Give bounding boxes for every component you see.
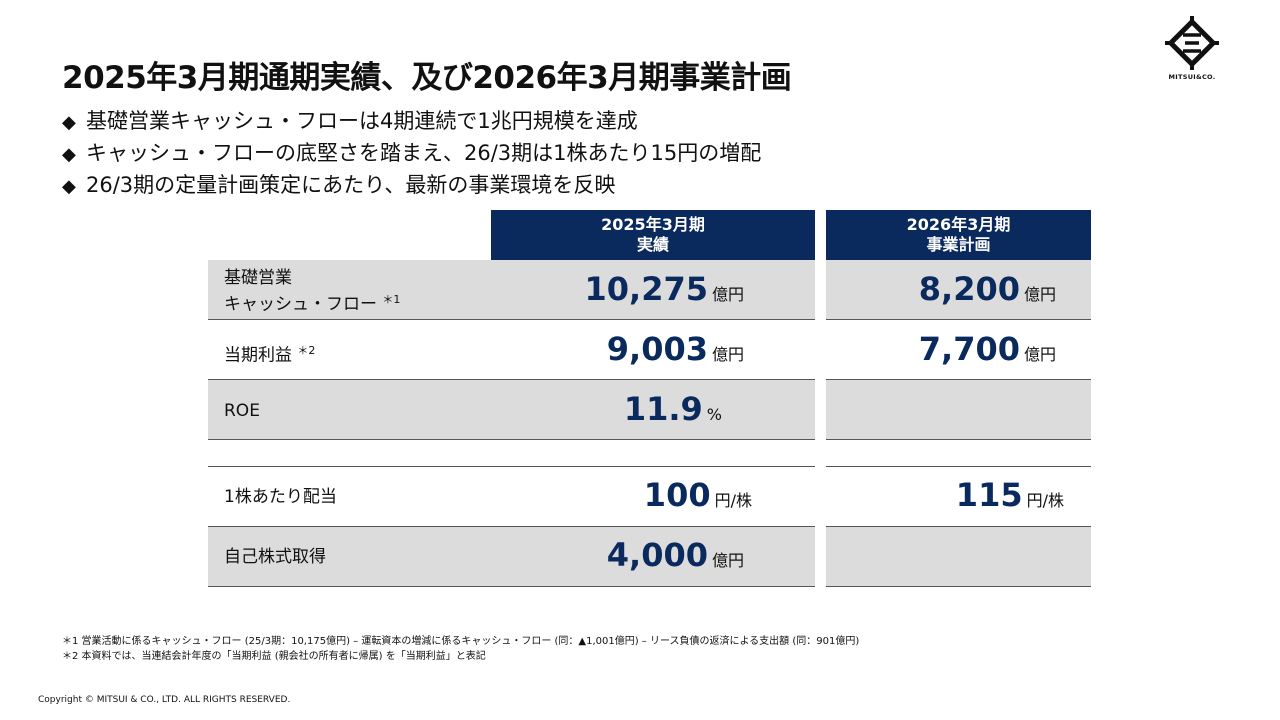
row-label-roe: ROE bbox=[224, 401, 260, 421]
row-label-line: 基礎営業 bbox=[224, 268, 292, 288]
column-header-fy2025-actual: 2025年3月期 実績 bbox=[491, 210, 815, 260]
footnotes: ＊1 営業活動に係るキャッシュ・フロー (25/3期：10,175億円) – 運… bbox=[62, 634, 859, 664]
value-unit: 円/株 bbox=[714, 491, 752, 510]
table-row-roe-plan bbox=[826, 380, 1091, 440]
value-number: 100 bbox=[643, 476, 711, 514]
value-unit: 億円 bbox=[1023, 345, 1056, 364]
value-number: 4,000 bbox=[606, 536, 708, 574]
value-number: 8,200 bbox=[918, 270, 1020, 308]
diamond-bullet-icon: ◆ bbox=[62, 144, 76, 165]
table-row-roe bbox=[208, 380, 815, 440]
value-number: 10,275 bbox=[584, 270, 708, 308]
row-label-text: キャッシュ・フロー bbox=[224, 294, 377, 315]
value-core-cf-actual: 10,275 億円 bbox=[585, 270, 745, 308]
row-label-buyback: 自己株式取得 bbox=[224, 547, 326, 567]
value-unit: 億円 bbox=[711, 345, 744, 364]
row-label-text: 当期利益 bbox=[224, 345, 292, 366]
table-row-core-cf bbox=[208, 260, 815, 320]
value-unit: % bbox=[706, 405, 722, 424]
row-label-core-cf: 基礎営業 キャッシュ・フロー ＊1 bbox=[224, 267, 400, 316]
column-header-line: 事業計画 bbox=[926, 235, 991, 254]
table-row-dividend bbox=[208, 467, 815, 527]
table-divider bbox=[826, 466, 1091, 467]
value-buyback-actual: 4,000 億円 bbox=[607, 536, 744, 574]
column-header-line: 2025年3月期 bbox=[601, 215, 705, 234]
company-logo: MITSUI&CO. bbox=[1160, 14, 1224, 81]
bullet-text: キャッシュ・フローの底堅さを踏まえ、26/3期は1株あたり15円の増配 bbox=[86, 141, 762, 165]
footnote-marker: ＊2 bbox=[297, 344, 316, 357]
bullet-text: 基礎営業キャッシュ・フローは4期連続で1兆円規模を達成 bbox=[86, 109, 638, 133]
value-unit: 円/株 bbox=[1026, 491, 1064, 510]
table-divider bbox=[208, 466, 815, 467]
row-label-dividend: 1株あたり配当 bbox=[224, 487, 337, 507]
page-title: 2025年3月期通期実績、及び2026年3月期事業計画 bbox=[62, 60, 792, 96]
value-dividend-plan: 115 円/株 bbox=[956, 476, 1064, 514]
mitsui-logo-icon bbox=[1165, 16, 1219, 70]
value-number: 7,700 bbox=[918, 330, 1020, 368]
value-core-cf-plan: 8,200 億円 bbox=[919, 270, 1056, 308]
row-label-line: キャッシュ・フロー ＊1 bbox=[224, 289, 400, 316]
column-header-line: 2026年3月期 bbox=[906, 215, 1011, 234]
table-row-core-cf-plan bbox=[826, 260, 1091, 320]
footnote-2: ＊2 本資料では、当連結会計年度の「当期利益 (親会社の所有者に帰属) を「当期… bbox=[62, 651, 486, 662]
column-header-fy2026-plan: 2026年3月期 事業計画 bbox=[826, 210, 1091, 260]
value-unit: 億円 bbox=[1023, 285, 1056, 304]
column-header-line: 実績 bbox=[636, 235, 669, 254]
row-label-profit: 当期利益 ＊2 bbox=[224, 340, 315, 367]
value-roe-actual: 11.9% bbox=[624, 390, 722, 428]
footnote-1: ＊1 営業活動に係るキャッシュ・フロー (25/3期：10,175億円) – 運… bbox=[62, 636, 860, 647]
table-row-profit-plan bbox=[826, 320, 1091, 380]
copyright: Copyright © MITSUI & CO., LTD. ALL RIGHT… bbox=[38, 695, 291, 705]
value-number: 9,003 bbox=[606, 330, 708, 368]
table-row-profit bbox=[208, 320, 815, 380]
footnote-marker: ＊1 bbox=[382, 293, 401, 306]
bullet-item: ◆ キャッシュ・フローの底堅さを踏まえ、26/3期は1株あたり15円の増配 bbox=[62, 138, 761, 170]
value-number: 115 bbox=[955, 476, 1023, 514]
bullet-list: ◆ 基礎営業キャッシュ・フローは4期連続で1兆円規模を達成 ◆ キャッシュ・フローの… bbox=[62, 106, 761, 202]
value-profit-actual: 9,003 億円 bbox=[607, 330, 744, 368]
table-row-dividend-plan bbox=[826, 467, 1091, 527]
value-profit-plan: 7,700 億円 bbox=[919, 330, 1056, 368]
value-unit: 億円 bbox=[711, 285, 744, 304]
bullet-item: ◆ 基礎営業キャッシュ・フローは4期連続で1兆円規模を達成 bbox=[62, 106, 761, 138]
diamond-bullet-icon: ◆ bbox=[62, 112, 76, 133]
table-row-buyback-plan bbox=[826, 527, 1091, 587]
value-number: 11.9 bbox=[623, 390, 703, 428]
value-unit: 億円 bbox=[711, 551, 744, 570]
diamond-bullet-icon: ◆ bbox=[62, 176, 76, 197]
logo-text: MITSUI&CO. bbox=[1168, 73, 1216, 81]
bullet-text: 26/3期の定量計画策定にあたり、最新の事業環境を反映 bbox=[86, 173, 616, 197]
table-row-buyback bbox=[208, 527, 815, 587]
bullet-item: ◆ 26/3期の定量計画策定にあたり、最新の事業環境を反映 bbox=[62, 170, 761, 202]
value-dividend-actual: 100 円/株 bbox=[644, 476, 752, 514]
